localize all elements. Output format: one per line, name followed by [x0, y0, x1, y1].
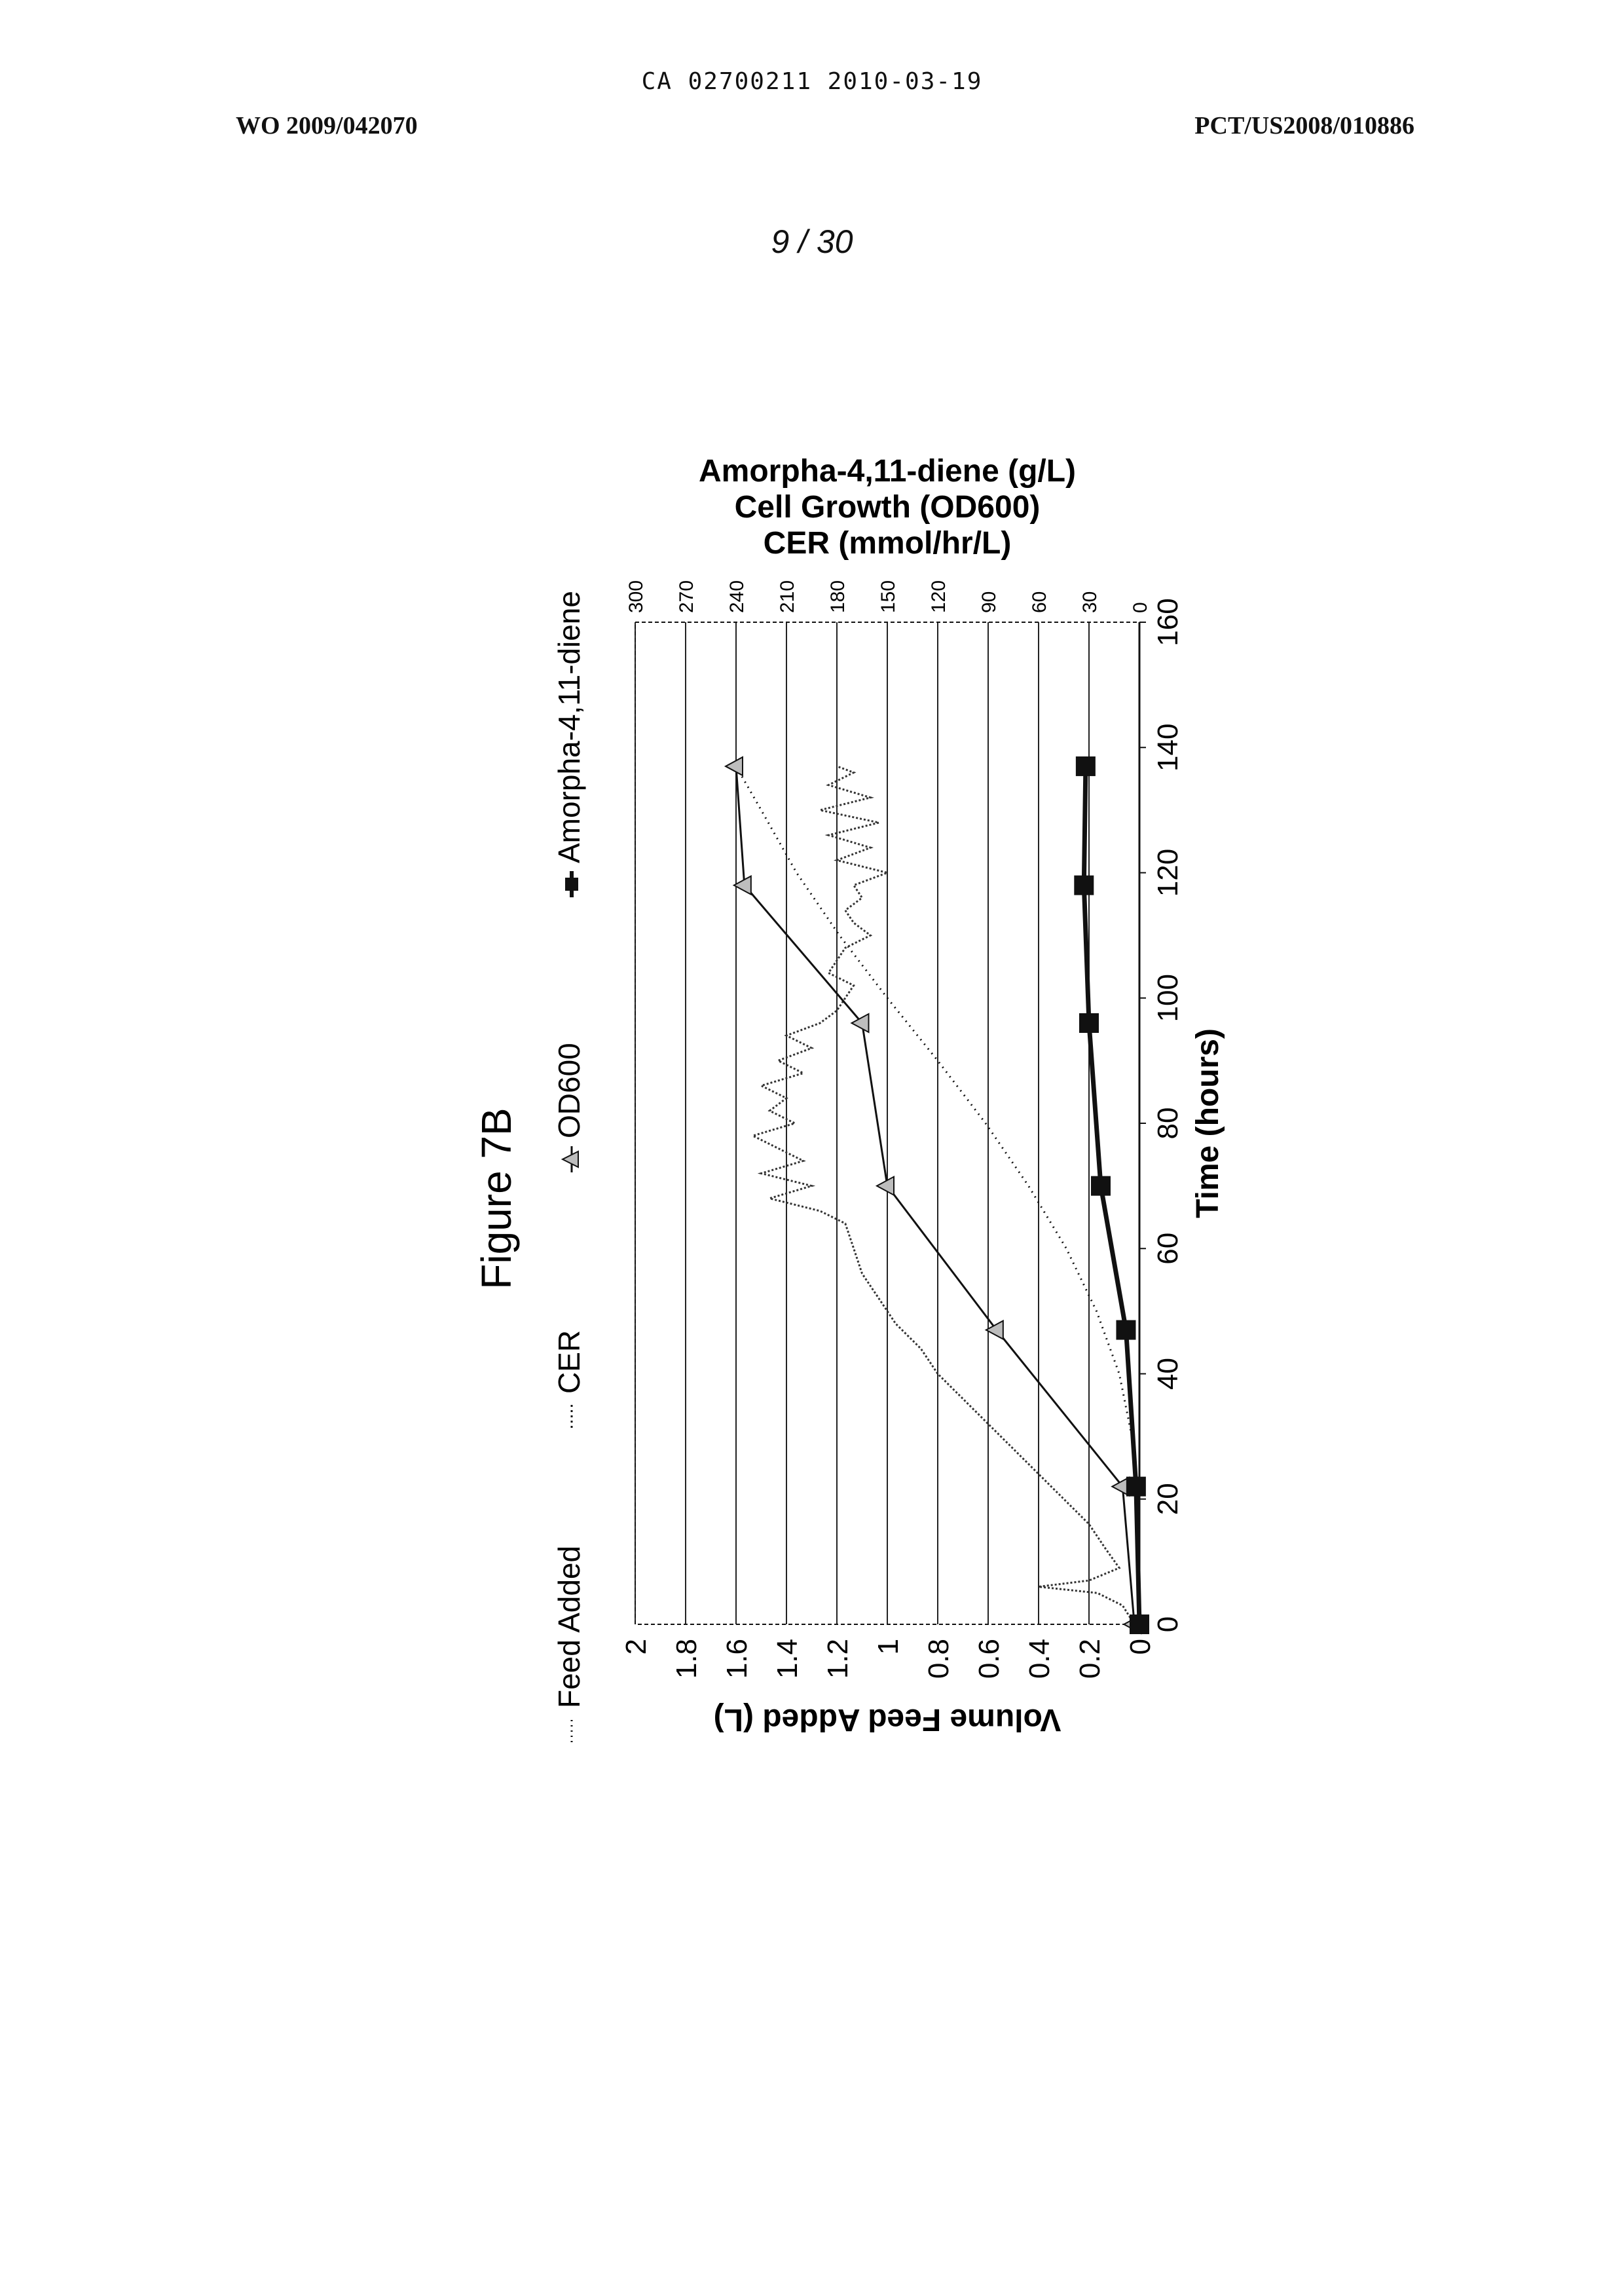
y-right-tick-label-0: 0	[1130, 602, 1151, 613]
y-left-axis-title: Volume Feed Added (L)	[714, 1702, 1061, 1737]
y-left-tick-label-9: 1.8	[671, 1639, 703, 1679]
y-right-tick-label-4: 120	[928, 580, 950, 613]
amorphadiene-point-6	[1076, 756, 1096, 776]
legend-label-3: Amorpha-4,11-diene	[552, 591, 586, 863]
y-left-tick-label-7: 1.4	[771, 1639, 803, 1679]
figure-title: Figure 7B	[473, 1108, 520, 1289]
y-left-tick-label-2: 0.4	[1024, 1639, 1056, 1679]
amorphadiene-point-1	[1126, 1477, 1146, 1497]
y-right-tick-label-2: 60	[1029, 591, 1050, 613]
x-tick-label-3: 60	[1152, 1233, 1184, 1265]
y-right-tick-label-8: 240	[726, 580, 748, 613]
x-tick-label-4: 80	[1152, 1108, 1184, 1140]
y-left-tick-label-4: 0.8	[923, 1639, 955, 1679]
y-left-tick-label-6: 1.2	[822, 1639, 854, 1679]
y-left-tick-label-3: 0.6	[973, 1639, 1005, 1679]
y-right-tick-label-6: 180	[827, 580, 849, 613]
y-left-tick-label-5: 1	[872, 1639, 904, 1654]
y-left-tick-label-10: 2	[620, 1639, 652, 1654]
y-right-tick-label-1: 30	[1079, 591, 1101, 613]
od600-point-4	[852, 1014, 869, 1032]
legend-marker-od600	[563, 1151, 578, 1167]
x-axis-title: Time (hours)	[1190, 1028, 1225, 1218]
od600-point-6	[726, 757, 743, 775]
legend-marker-amorphadiene	[565, 878, 578, 891]
y-right-tick-label-10: 300	[625, 580, 647, 613]
x-tick-label-2: 40	[1152, 1358, 1184, 1390]
legend-label-2: OD600	[552, 1043, 586, 1138]
x-tick-label-0: 0	[1152, 1616, 1184, 1632]
y-right-tick-label-7: 210	[777, 580, 798, 613]
x-tick-label-8: 160	[1152, 598, 1184, 646]
x-tick-label-5: 100	[1152, 974, 1184, 1022]
x-tick-label-7: 140	[1152, 724, 1184, 772]
x-tick-label-1: 20	[1152, 1483, 1184, 1515]
amorphadiene-point-3	[1091, 1176, 1111, 1196]
y-left-tick-label-1: 0.2	[1074, 1639, 1106, 1679]
x-tick-label-6: 120	[1152, 849, 1184, 897]
y-right-axis-title-line-2: Amorpha-4,11-diene (g/L)	[699, 454, 1076, 489]
legend-label-1: CER	[552, 1330, 586, 1394]
y-right-tick-label-9: 270	[676, 580, 697, 613]
amorphadiene-point-2	[1116, 1320, 1135, 1340]
y-right-axis-title-line-0: CER (mmol/hr/L)	[764, 526, 1012, 561]
y-right-axis-title-line-1: Cell Growth (OD600)	[735, 490, 1041, 525]
rotated-chart-group: Figure 7B Feed Added CER OD600 Amorpha-4,11-…	[473, 454, 1225, 1742]
amorphadiene-point-4	[1079, 1013, 1099, 1033]
amorphadiene-point-0	[1130, 1614, 1149, 1634]
y-right-tick-label-5: 150	[877, 580, 899, 613]
y-left-tick-label-0: 0	[1124, 1639, 1156, 1654]
legend-label-0: Feed Added	[552, 1546, 586, 1708]
amorphadiene-point-5	[1074, 876, 1094, 895]
y-right-tick-label-3: 90	[978, 591, 1000, 613]
y-left-tick-label-8: 1.6	[721, 1639, 753, 1679]
